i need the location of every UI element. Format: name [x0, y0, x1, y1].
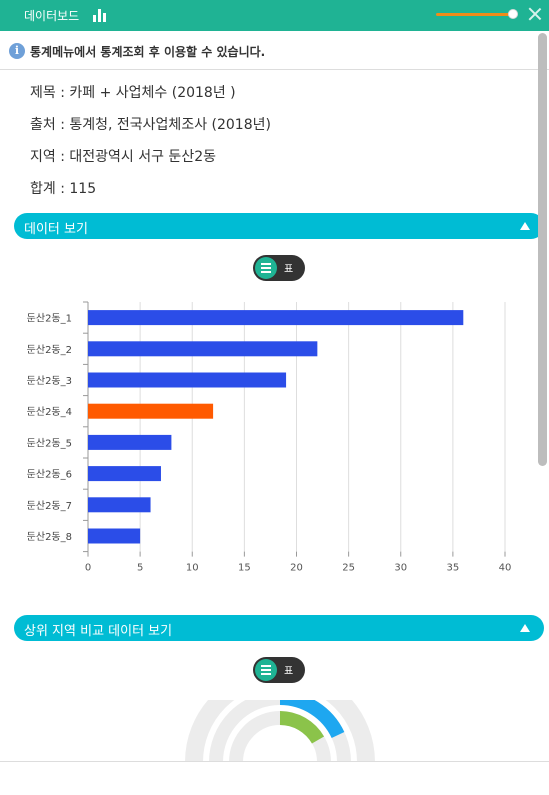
close-icon[interactable]: [527, 6, 543, 22]
table-toggle-label[interactable]: 표: [284, 666, 294, 677]
x-tick-label: 30: [394, 563, 407, 574]
notice-bar: i 통계메뉴에서 통계조회 후 이용할 수 있습니다.: [0, 31, 549, 70]
slider-knob[interactable]: [508, 9, 518, 19]
x-tick-label: 5: [137, 563, 143, 574]
meta-source: 출처 : 통계청, 전국사업체조사 (2018년): [30, 117, 271, 133]
scrollbar-thumb[interactable]: [538, 33, 547, 466]
category-label: 둔산2동_5: [27, 437, 72, 449]
meta-region: 지역 : 대전광역시 서구 둔산2동: [30, 149, 216, 165]
category-label: 둔산2동_3: [27, 375, 72, 387]
meta-title: 제목 : 카페 + 사업체수 (2018년 ): [30, 85, 236, 101]
bar-chart-icon[interactable]: [93, 9, 106, 22]
bar: [88, 497, 151, 513]
app-title: 데이터보드: [24, 9, 80, 23]
x-tick-label: 10: [186, 563, 199, 574]
notice-text: 통계메뉴에서 통계조회 후 이용할 수 있습니다.: [30, 45, 266, 59]
radial-chart: [185, 700, 375, 762]
chart-table-toggle[interactable]: 표: [253, 657, 305, 683]
radial-segment-blue: [279, 700, 345, 739]
info-icon: i: [9, 43, 25, 59]
x-tick-label: 40: [499, 563, 512, 574]
bar: [88, 434, 172, 450]
radial-track-outer: [185, 700, 375, 762]
category-label: 둔산2동_4: [27, 406, 72, 418]
radial-segment-green: [279, 711, 325, 744]
bar: [88, 372, 287, 388]
meta-total: 합계 : 115: [30, 181, 97, 197]
x-tick-label: 20: [290, 563, 303, 574]
category-label: 둔산2동_7: [27, 500, 72, 512]
list-icon[interactable]: [255, 257, 277, 279]
category-label: 둔산2동_8: [27, 531, 72, 543]
x-tick-label: 0: [85, 563, 91, 574]
bar: [88, 528, 141, 544]
bar: [88, 466, 161, 482]
list-icon[interactable]: [255, 659, 277, 681]
category-label: 둔산2동_2: [27, 344, 72, 356]
collapse-icon[interactable]: [520, 222, 530, 230]
x-tick-label: 15: [238, 563, 251, 574]
bar: [88, 403, 214, 419]
bar: [88, 310, 464, 326]
data-view-section-bar[interactable]: 데이터 보기: [14, 213, 544, 239]
compare-section-bar[interactable]: 상위 지역 비교 데이터 보기: [14, 615, 544, 641]
slider-track: [436, 13, 514, 16]
category-label: 둔산2동_1: [27, 313, 72, 325]
scrollbar[interactable]: [537, 31, 549, 766]
x-tick-label: 25: [342, 563, 355, 574]
section-label: 데이터 보기: [24, 222, 88, 237]
bar: [88, 341, 318, 357]
bar-chart: 0 5 10 15 20 25 30 35 40 둔산2동_1 둔산2동_2 둔산2동_3 둔산2동_4…: [27, 301, 512, 574]
footer: [0, 761, 549, 795]
chart-table-toggle[interactable]: 표: [253, 255, 305, 281]
opacity-slider[interactable]: [436, 9, 518, 19]
radial-track-inner: [229, 711, 331, 762]
section-label: 상위 지역 비교 데이터 보기: [24, 624, 173, 639]
category-label: 둔산2동_6: [27, 469, 72, 481]
table-toggle-label[interactable]: 표: [284, 264, 294, 275]
collapse-icon[interactable]: [520, 624, 530, 632]
x-tick-label: 35: [447, 563, 460, 574]
top-bar: 데이터보드: [0, 0, 549, 31]
